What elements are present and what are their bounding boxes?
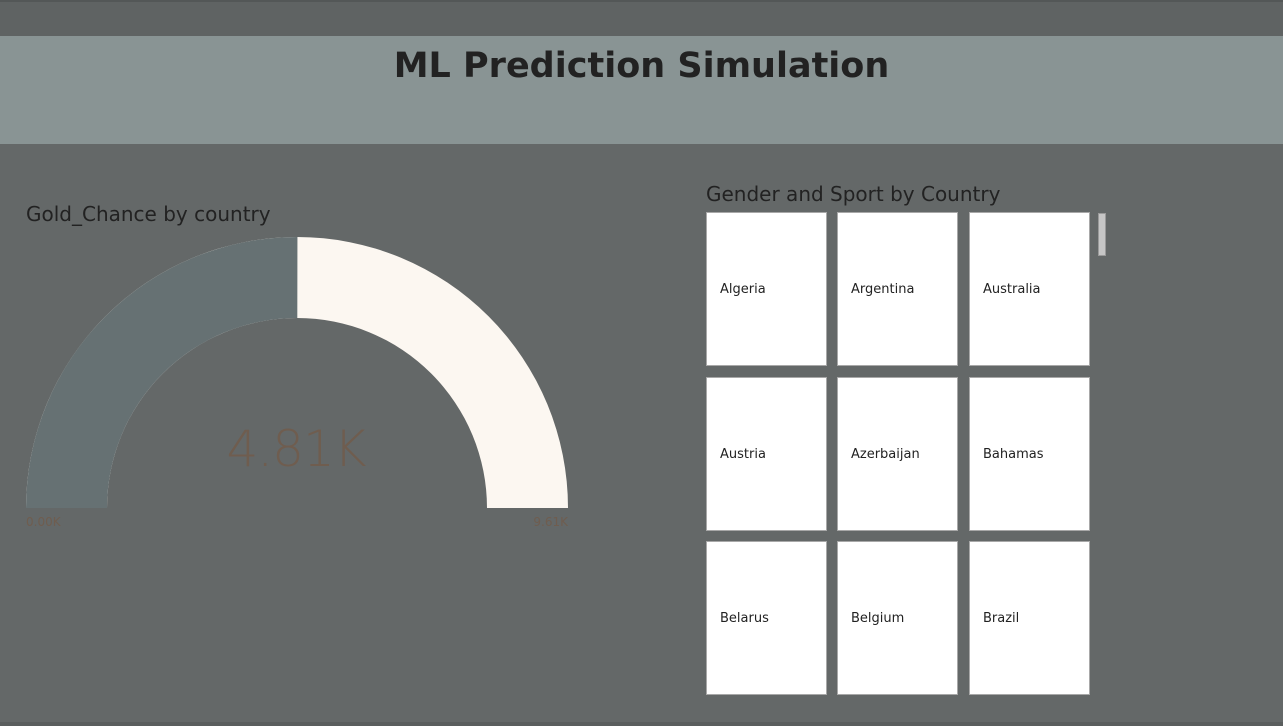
slicer-tile-label: Belgium bbox=[851, 610, 905, 626]
bottom-edge bbox=[0, 722, 1283, 726]
slicer-tile[interactable]: Algeria bbox=[706, 212, 827, 366]
gauge-max-label: 9.61K bbox=[533, 515, 568, 529]
page-title: ML Prediction Simulation bbox=[393, 46, 890, 86]
slicer-tile-label: Argentina bbox=[851, 281, 915, 297]
slicer-tile-label: Brazil bbox=[983, 610, 1020, 626]
slicer-tile[interactable]: Belgium bbox=[837, 541, 958, 695]
slicer-tile[interactable]: Belarus bbox=[706, 541, 827, 695]
slicer-tile[interactable]: Austria bbox=[706, 377, 827, 531]
slicer-tile-label: Azerbaijan bbox=[851, 446, 920, 462]
country-slicer: Algeria Argentina Australia Austria Azer… bbox=[706, 212, 1096, 698]
gauge-min-label: 0.00K bbox=[26, 515, 61, 529]
top-strip bbox=[0, 0, 1283, 36]
slicer-tile-label: Bahamas bbox=[983, 446, 1044, 462]
slicer-tile[interactable]: Bahamas bbox=[969, 377, 1090, 531]
slicer-tile-label: Austria bbox=[720, 446, 766, 462]
slicer-tile-label: Belarus bbox=[720, 610, 769, 626]
slicer-tile-label: Australia bbox=[983, 281, 1041, 297]
gauge-title: Gold_Chance by country bbox=[26, 202, 271, 226]
slicer-tile[interactable]: Argentina bbox=[837, 212, 958, 366]
slicer-tile[interactable]: Azerbaijan bbox=[837, 377, 958, 531]
gauge-value-label: 4.81K bbox=[226, 420, 366, 478]
slicer-tile-label: Algeria bbox=[720, 281, 766, 297]
slicer-title: Gender and Sport by Country bbox=[706, 182, 1001, 206]
gauge-fill bbox=[26, 236, 298, 508]
header-band bbox=[0, 36, 1283, 144]
slicer-scrollbar[interactable] bbox=[1098, 213, 1106, 256]
slicer-tile[interactable]: Australia bbox=[969, 212, 1090, 366]
slicer-tile[interactable]: Brazil bbox=[969, 541, 1090, 695]
